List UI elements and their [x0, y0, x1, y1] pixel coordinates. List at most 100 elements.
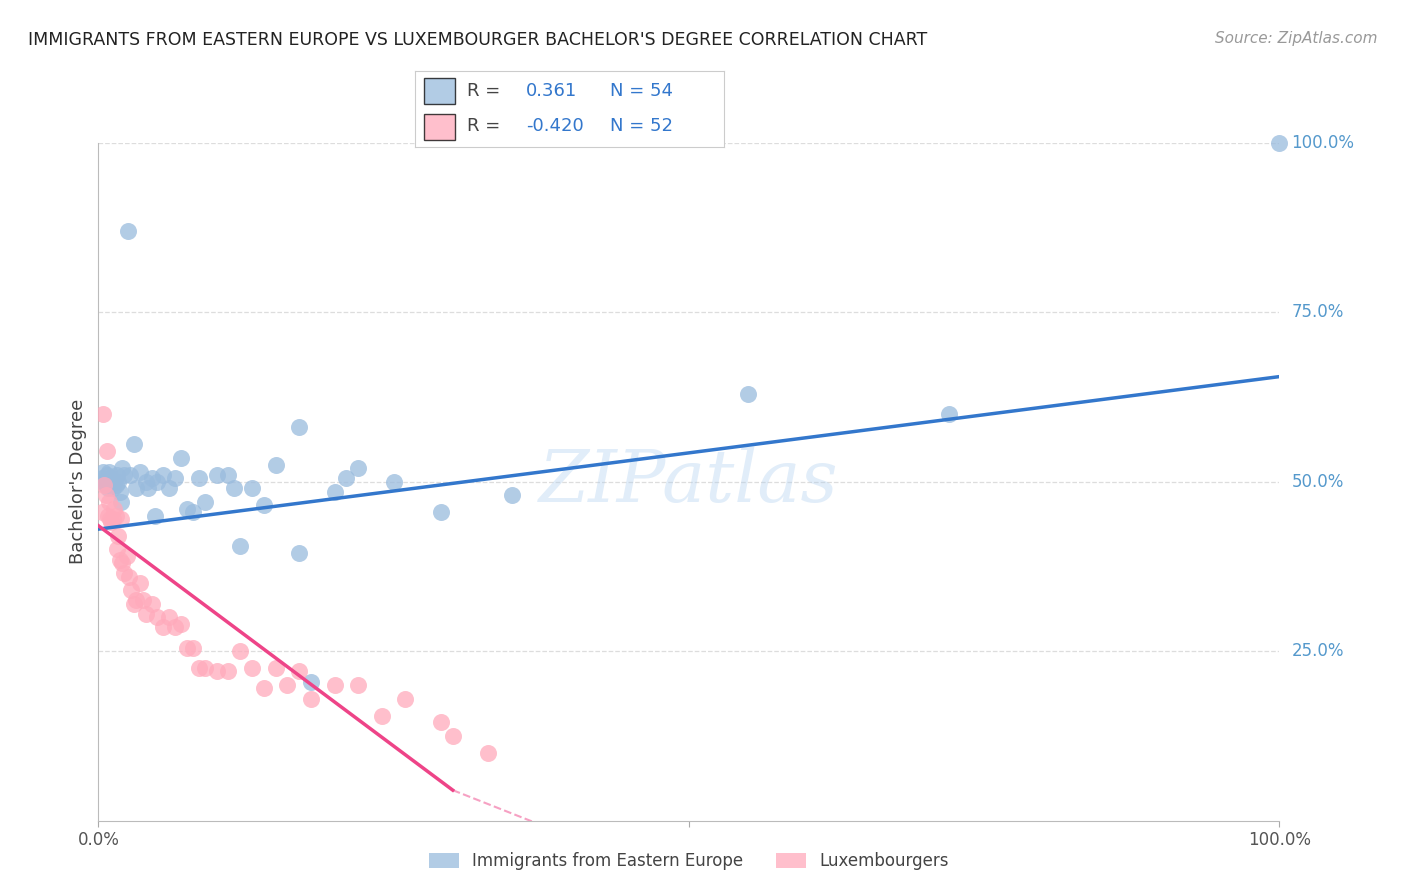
- Point: [181, 640, 204, 655]
- Point: [347, 678, 370, 692]
- Text: N = 52: N = 52: [610, 117, 672, 135]
- Point: [103, 501, 125, 516]
- Point: [276, 678, 298, 692]
- Point: [194, 495, 217, 509]
- Legend: Immigrants from Eastern Europe, Luxembourgers: Immigrants from Eastern Europe, Luxembou…: [422, 846, 956, 877]
- Point: [229, 539, 252, 553]
- FancyBboxPatch shape: [425, 114, 456, 140]
- Text: 50.0%: 50.0%: [1291, 473, 1344, 491]
- Point: [105, 478, 128, 492]
- Point: [97, 508, 120, 523]
- Point: [94, 488, 117, 502]
- Point: [117, 224, 139, 238]
- Point: [135, 607, 157, 621]
- Point: [187, 471, 209, 485]
- Point: [501, 488, 523, 502]
- Point: [253, 681, 276, 696]
- Point: [335, 471, 357, 485]
- Point: [382, 475, 405, 489]
- Point: [98, 475, 121, 489]
- Point: [108, 552, 131, 566]
- Point: [176, 640, 198, 655]
- Point: [371, 708, 394, 723]
- Point: [157, 610, 180, 624]
- Text: -0.420: -0.420: [526, 117, 583, 135]
- Point: [97, 482, 120, 496]
- Point: [108, 484, 131, 499]
- Point: [157, 482, 180, 496]
- Text: ZIPatlas: ZIPatlas: [538, 446, 839, 517]
- Point: [141, 471, 163, 485]
- Text: N = 54: N = 54: [610, 82, 672, 100]
- Text: 75.0%: 75.0%: [1291, 303, 1344, 321]
- Point: [187, 661, 209, 675]
- Point: [323, 484, 346, 499]
- Point: [299, 674, 322, 689]
- Text: IMMIGRANTS FROM EASTERN EUROPE VS LUXEMBOURGER BACHELOR'S DEGREE CORRELATION CHA: IMMIGRANTS FROM EASTERN EUROPE VS LUXEMB…: [28, 31, 928, 49]
- Point: [122, 597, 145, 611]
- Point: [737, 386, 759, 401]
- Point: [253, 499, 276, 513]
- Point: [105, 542, 128, 557]
- Point: [118, 569, 141, 583]
- Point: [128, 576, 150, 591]
- Point: [120, 467, 142, 482]
- Point: [430, 715, 453, 730]
- Point: [105, 508, 128, 523]
- Point: [107, 475, 129, 489]
- Point: [152, 620, 174, 634]
- Point: [101, 482, 124, 496]
- Point: [110, 512, 132, 526]
- Point: [323, 678, 346, 692]
- Point: [288, 420, 311, 434]
- FancyBboxPatch shape: [425, 78, 456, 104]
- Point: [194, 661, 217, 675]
- Point: [170, 450, 193, 465]
- Text: R =: R =: [467, 82, 501, 100]
- Point: [112, 467, 135, 482]
- Point: [229, 644, 252, 658]
- Point: [132, 593, 155, 607]
- Point: [105, 467, 128, 482]
- Point: [176, 501, 198, 516]
- Text: R =: R =: [467, 117, 501, 135]
- Point: [135, 475, 157, 489]
- Point: [122, 437, 145, 451]
- Point: [98, 495, 121, 509]
- Point: [111, 556, 134, 570]
- Point: [217, 467, 239, 482]
- Point: [125, 593, 148, 607]
- Point: [205, 467, 228, 482]
- Text: 25.0%: 25.0%: [1291, 642, 1344, 660]
- Point: [115, 549, 138, 564]
- Point: [1268, 136, 1291, 150]
- Point: [121, 583, 143, 598]
- Point: [110, 495, 132, 509]
- Point: [288, 546, 311, 560]
- Point: [125, 482, 148, 496]
- Point: [240, 661, 263, 675]
- Point: [91, 505, 114, 519]
- Point: [170, 617, 193, 632]
- Point: [111, 461, 134, 475]
- Point: [141, 597, 163, 611]
- Text: Source: ZipAtlas.com: Source: ZipAtlas.com: [1215, 31, 1378, 46]
- Point: [264, 458, 287, 472]
- Point: [93, 475, 115, 489]
- Point: [264, 661, 287, 675]
- Point: [477, 746, 499, 760]
- Point: [165, 471, 187, 485]
- Point: [152, 467, 174, 482]
- Point: [91, 471, 114, 485]
- Point: [96, 467, 118, 482]
- Point: [98, 512, 121, 526]
- Point: [288, 665, 311, 679]
- Point: [100, 516, 122, 530]
- Point: [101, 512, 124, 526]
- Point: [93, 478, 115, 492]
- Point: [441, 729, 464, 743]
- Y-axis label: Bachelor's Degree: Bachelor's Degree: [69, 399, 87, 565]
- Text: 100.0%: 100.0%: [1291, 134, 1354, 152]
- Point: [94, 478, 117, 492]
- Point: [98, 465, 121, 479]
